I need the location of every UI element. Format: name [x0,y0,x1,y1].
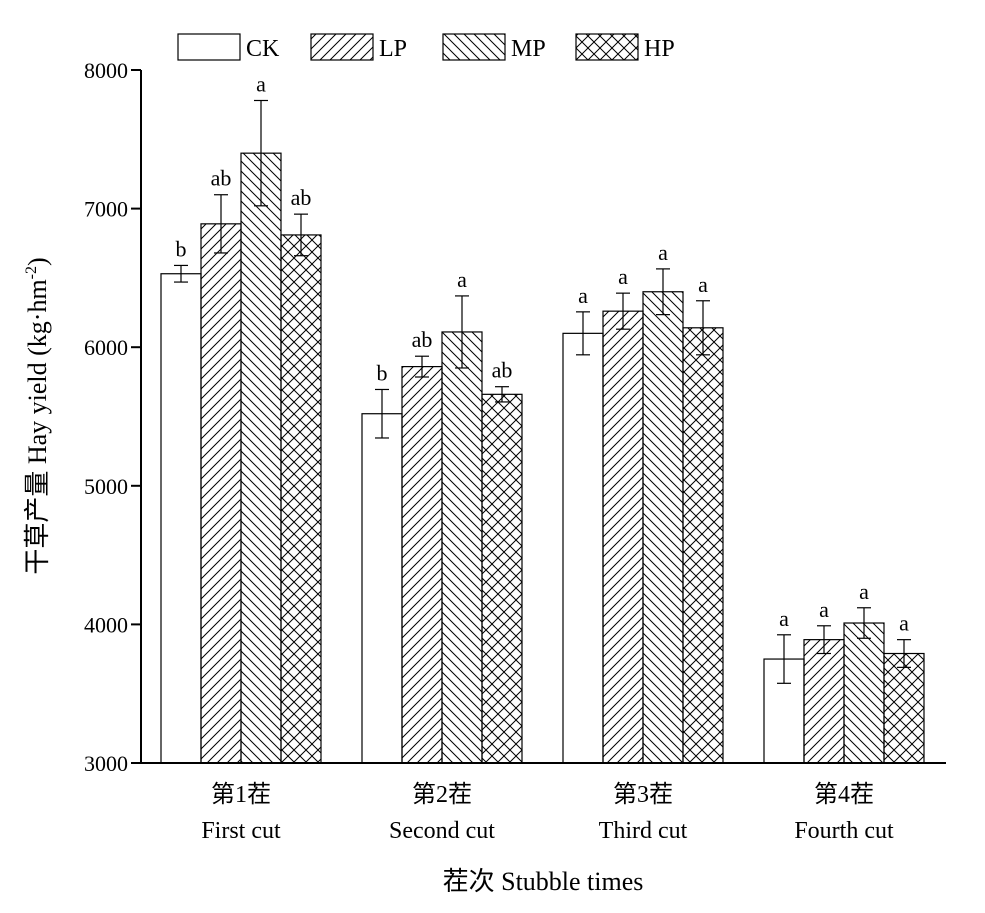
y-ticks-group: 3000 4000 5000 6000 7000 8000 [84,58,141,776]
x-category-label-cn: 第1茬 [211,781,271,808]
bar-ck [361,413,403,764]
legend-swatch-hp [575,33,639,61]
legend-label-mp: MP [511,36,546,62]
y-tick-label: 8000 [84,58,128,83]
bar-hp [481,393,523,764]
legend-swatch-ck [177,33,241,61]
y-tick-label: 3000 [84,751,128,776]
significance-label: a [457,267,467,292]
x-category-labels-group: 第1茬 First cut 第2茬 Second cut 第3茬 Third cut 第4茬… [201,781,894,844]
bar-hp [883,652,925,764]
significance-label: ab [211,166,232,191]
significance-label: a [698,272,708,297]
bar-mp [441,331,483,764]
significance-label: a [899,611,909,636]
bar-mp [642,291,684,764]
x-category-label-cn: 第2茬 [412,781,472,808]
significance-label: a [779,606,789,631]
bar-mp [843,622,885,764]
legend-label-hp: HP [644,36,675,62]
x-category-label-en: First cut [201,818,281,844]
x-category-label-cn: 第4茬 [814,781,874,808]
legend-label-lp: LP [379,36,407,62]
y-tick-label: 5000 [84,474,128,499]
y-axis-title-main: 干草产量 Hay yield (kg·hm [23,279,52,574]
x-category-label-en: Third cut [599,818,688,844]
x-category-label-en: Fourth cut [794,818,894,844]
legend: CK LP MP HP [177,33,675,62]
significance-label: ab [492,358,513,383]
bar-lp [803,639,845,764]
y-axis-title: 干草产量 Hay yield (kg·hm-2) [23,257,52,574]
significance-label: a [256,71,266,96]
bar-hp [280,234,322,764]
significance-label: b [176,236,187,261]
bar-lp [401,366,443,764]
y-axis-title-close: ) [23,257,52,266]
legend-swatch-lp [310,33,374,61]
significance-label: a [859,579,869,604]
y-tick-label: 6000 [84,335,128,360]
bar-lp [200,223,242,764]
error-bars-group [174,99,911,684]
legend-label-ck: CK [246,36,280,62]
bar-ck [562,332,604,764]
significance-label: a [819,597,829,622]
y-tick-label: 4000 [84,612,128,637]
significance-label: ab [412,327,433,352]
bar-ck [160,273,202,764]
significance-label: b [377,360,388,385]
legend-swatch-mp [442,33,506,61]
bar-hp [682,327,724,764]
x-category-label-cn: 第3茬 [613,781,673,808]
significance-label: ab [291,185,312,210]
x-axis-title: 茬次 Stubble times [443,867,644,896]
significance-label: a [658,240,668,265]
x-category-label-en: Second cut [389,818,495,844]
significance-label: a [618,264,628,289]
y-tick-label: 7000 [84,197,128,222]
y-axis-title-superscript: -2 [23,266,40,279]
bars-group [160,152,925,764]
bar-lp [602,310,644,764]
bar-mp [240,152,282,764]
significance-label: a [578,283,588,308]
